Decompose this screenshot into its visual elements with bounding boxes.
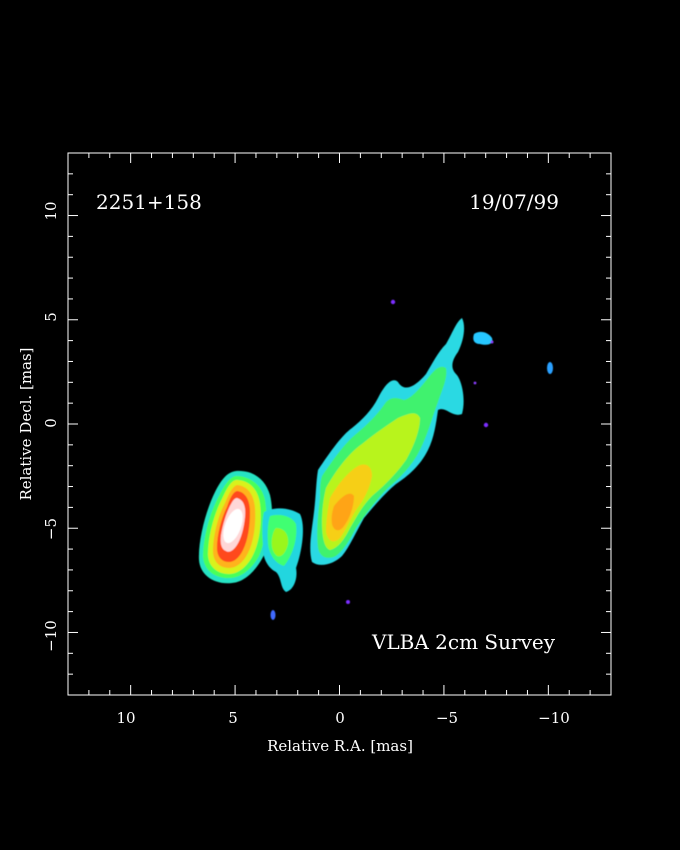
x-tick-labels: 10 5 0 −5 −10 [116,709,569,727]
observation-date: 19/07/99 [469,190,559,214]
y-tick-label: 0 [42,418,60,428]
core-component [198,470,273,584]
survey-label: VLBA 2cm Survey [371,630,556,654]
x-tick-label: 0 [335,709,345,727]
x-tick-label: −10 [538,709,570,727]
y-tick-label: −5 [42,518,60,540]
isolated-features [270,299,553,620]
y-tick-label: −10 [42,620,60,652]
y-axis-label: Relative Decl. [mas] [17,347,35,500]
secondary-knot [262,508,303,592]
y-tick-label: 10 [42,201,60,220]
emission-map [198,299,553,620]
plot-frame [67,152,612,696]
x-tick-label: 10 [116,709,135,727]
y-tick-labels: 10 5 0 −5 −10 [42,201,60,651]
x-tick-label: −5 [436,709,458,727]
source-name: 2251+158 [96,190,202,214]
x-axis-label: Relative R.A. [mas] [267,737,413,755]
x-tick-label: 5 [228,709,238,727]
jet-component [310,318,465,565]
y-tick-label: 5 [42,312,60,322]
